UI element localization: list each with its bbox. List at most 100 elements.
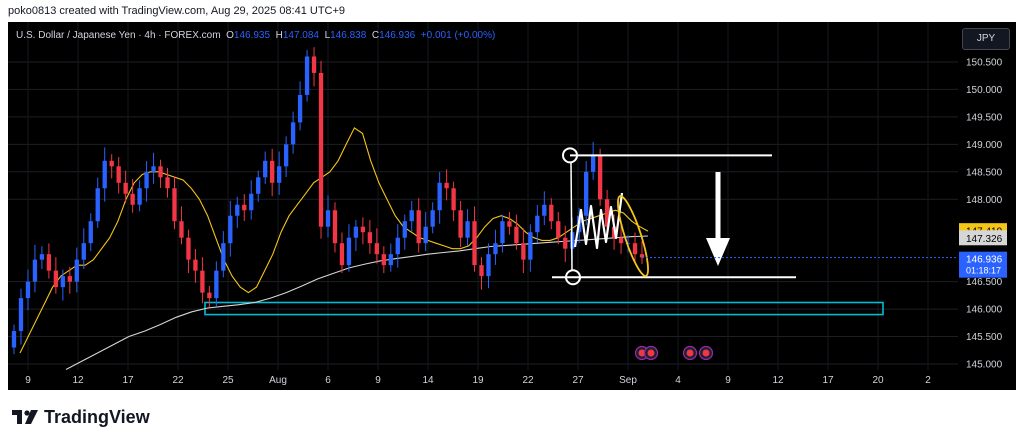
symbol-name[interactable]: U.S. Dollar / Japanese Yen · 4h · FOREX.… (16, 30, 221, 41)
candle (270, 148, 275, 197)
candle (423, 211, 428, 252)
candle-body (597, 155, 603, 200)
candle (325, 195, 331, 238)
x-tick-label: 22 (172, 375, 184, 386)
x-tick-label: 14 (422, 375, 434, 386)
tradingview-logo-icon (12, 410, 38, 424)
candle (74, 247, 79, 293)
candle-body (346, 237, 352, 266)
last-price-tag-bg (959, 251, 1007, 278)
candle (339, 232, 345, 274)
candle-body (256, 177, 261, 194)
candle-body (242, 204, 247, 211)
us-flag-event-icon (682, 345, 698, 361)
candle-body (109, 160, 114, 167)
y-tick-label: 146.000 (966, 305, 1003, 316)
candle (514, 214, 519, 250)
candle (18, 288, 24, 345)
candle (60, 269, 66, 301)
candle-body (521, 243, 526, 260)
candle (367, 220, 373, 254)
candle-body (507, 221, 512, 227)
candle-body (214, 270, 219, 299)
candle-body (74, 259, 79, 282)
candle-body (102, 160, 107, 189)
candle-body (25, 281, 31, 299)
candle (353, 220, 359, 252)
candle (360, 217, 366, 245)
candle (46, 243, 52, 279)
candle (109, 154, 114, 179)
candle-body (81, 243, 86, 260)
candle-body (151, 166, 156, 172)
candle-body (283, 144, 289, 167)
candle (479, 257, 484, 290)
candle (556, 211, 561, 245)
candle-body (437, 182, 442, 211)
currency-button[interactable]: JPY (962, 28, 1010, 50)
chart-pane[interactable] (8, 22, 966, 390)
y-tick-label: 148.000 (966, 195, 1003, 206)
candle-body (179, 221, 184, 238)
candle (563, 225, 568, 263)
event-marker-icon-dot (638, 349, 646, 357)
x-tick-label: 19 (472, 375, 484, 386)
candle (402, 214, 407, 250)
candle-body (235, 204, 240, 216)
y-tick-label: 149.500 (966, 112, 1003, 123)
candle-body (465, 221, 470, 238)
open-label: O (226, 30, 234, 41)
candle-body (46, 254, 52, 271)
candle (207, 286, 212, 308)
candle (311, 47, 317, 87)
high-label: H (275, 30, 283, 41)
candle-body (263, 160, 268, 178)
candle (193, 248, 198, 283)
candle (283, 136, 289, 178)
candle-body (276, 166, 282, 183)
candle-body (53, 270, 59, 288)
candle (500, 214, 505, 253)
x-tick-label: 25 (222, 375, 234, 386)
candle (374, 228, 380, 264)
candle (221, 231, 226, 278)
candle-body (270, 160, 275, 183)
candle-body (430, 210, 435, 227)
candle-body (172, 188, 177, 222)
x-tick-label: 12 (72, 375, 84, 386)
header-bar: poko0813 created with TradingView.com, A… (0, 0, 1024, 22)
candle (639, 240, 645, 265)
candle-body (416, 210, 421, 244)
candle (32, 244, 38, 293)
candle-body (493, 243, 498, 255)
candle (263, 151, 268, 184)
x-tick-label: 2 (925, 375, 931, 386)
candle (304, 49, 310, 102)
candle-body (604, 199, 610, 227)
candle (597, 148, 603, 206)
candle-body (444, 182, 449, 189)
candle-body (423, 226, 428, 244)
candle (444, 169, 449, 201)
candle (486, 243, 491, 289)
candle (11, 324, 17, 355)
ma-slow-line (65, 235, 649, 370)
candle-body (590, 155, 596, 172)
candle (549, 198, 554, 230)
price-axis[interactable] (958, 22, 1016, 390)
candle (172, 176, 177, 230)
candle-body (639, 254, 645, 258)
resistance-anchor-circle (562, 147, 578, 164)
event-marker-icon (643, 345, 659, 361)
chart-legend: U.S. Dollar / Japanese Yen · 4h · FOREX.… (16, 30, 495, 41)
candle (158, 159, 163, 188)
candle-body (200, 270, 205, 293)
candle-body (297, 94, 303, 123)
x-tick-label: Sep (619, 375, 637, 386)
y-tick-label: 150.000 (966, 85, 1003, 96)
ma-fast-line (19, 127, 649, 354)
x-tick-label: 20 (872, 375, 884, 386)
candle (493, 229, 498, 265)
